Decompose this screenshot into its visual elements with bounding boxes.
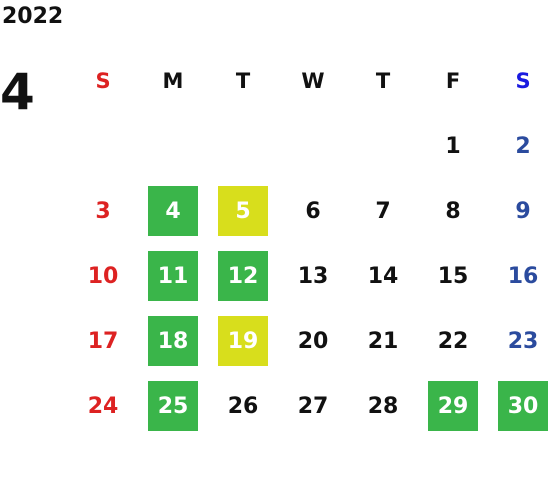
day-number: 1 xyxy=(445,133,461,159)
day-cell: 5 xyxy=(208,186,278,236)
day-cell: 1 xyxy=(418,122,488,170)
day-number xyxy=(218,121,268,171)
day-cell: 20 xyxy=(278,317,348,365)
day-number: 15 xyxy=(437,263,469,289)
weekday-header-mon: M xyxy=(162,69,184,93)
day-cell: 6 xyxy=(278,187,348,235)
day-number: 6 xyxy=(305,198,321,224)
day-number xyxy=(288,121,338,171)
day-cell: 15 xyxy=(418,252,488,300)
weekday-header-thu: T xyxy=(375,69,391,93)
day-number: 27 xyxy=(297,393,329,419)
day-cell: 11 xyxy=(138,251,208,301)
day-number: 20 xyxy=(297,328,329,354)
day-number: 8 xyxy=(445,198,461,224)
day-number: 24 xyxy=(87,393,119,419)
day-cell: 10 xyxy=(68,252,138,300)
day-number: 7 xyxy=(375,198,391,224)
day-cell: 8 xyxy=(418,187,488,235)
day-number: 2 xyxy=(515,133,531,159)
day-number-highlighted-yellow: 5 xyxy=(218,186,268,236)
day-cell xyxy=(68,122,138,170)
day-number-highlighted-green: 12 xyxy=(218,251,268,301)
weekday-header-tue: T xyxy=(235,69,251,93)
day-cell: 2 xyxy=(488,122,548,170)
day-cell: 3 xyxy=(68,187,138,235)
day-number xyxy=(148,121,198,171)
day-number-highlighted-yellow: 19 xyxy=(218,316,268,366)
day-number: 17 xyxy=(87,328,119,354)
day-cell: 24 xyxy=(68,382,138,430)
day-number xyxy=(358,121,408,171)
day-cell xyxy=(208,122,278,170)
day-cell: 21 xyxy=(348,317,418,365)
day-number-highlighted-green: 25 xyxy=(148,381,198,431)
day-cell: 22 xyxy=(418,317,488,365)
calendar-grid: S M T W T F S 1 2 3 4 5 6 7 8 9 10 11 12… xyxy=(68,57,548,431)
day-cell: 18 xyxy=(138,316,208,366)
day-number: 21 xyxy=(367,328,399,354)
day-cell: 16 xyxy=(488,252,548,300)
day-number: 16 xyxy=(507,263,539,289)
day-cell: 12 xyxy=(208,251,278,301)
weekday-header-sun: S xyxy=(95,69,111,93)
day-number: 3 xyxy=(95,198,111,224)
day-cell: 29 xyxy=(418,381,488,431)
day-cell: 23 xyxy=(488,317,548,365)
day-cell: 19 xyxy=(208,316,278,366)
day-cell: 28 xyxy=(348,382,418,430)
day-cell: 14 xyxy=(348,252,418,300)
day-number-highlighted-green: 30 xyxy=(498,381,548,431)
day-number: 28 xyxy=(367,393,399,419)
day-cell: 30 xyxy=(488,381,548,431)
day-cell: 27 xyxy=(278,382,348,430)
day-cell: 7 xyxy=(348,187,418,235)
day-number: 13 xyxy=(297,263,329,289)
weekday-header-wed: W xyxy=(301,69,325,93)
weekday-header-sat: S xyxy=(515,69,531,93)
day-cell xyxy=(278,122,348,170)
day-cell: 13 xyxy=(278,252,348,300)
day-cell: 17 xyxy=(68,317,138,365)
day-number: 22 xyxy=(437,328,469,354)
day-number-highlighted-green: 18 xyxy=(148,316,198,366)
day-cell xyxy=(138,122,208,170)
day-number: 23 xyxy=(507,328,539,354)
day-cell: 26 xyxy=(208,382,278,430)
month-label: 4 xyxy=(0,63,35,121)
day-number: 9 xyxy=(515,198,531,224)
day-cell xyxy=(348,122,418,170)
day-number xyxy=(78,121,128,171)
day-number-highlighted-green: 4 xyxy=(148,186,198,236)
day-number-highlighted-green: 29 xyxy=(428,381,478,431)
day-cell: 4 xyxy=(138,186,208,236)
weekday-header-fri: F xyxy=(445,69,461,93)
day-number: 10 xyxy=(87,263,119,289)
day-cell: 25 xyxy=(138,381,208,431)
day-number: 14 xyxy=(367,263,399,289)
day-cell: 9 xyxy=(488,187,548,235)
day-number-highlighted-green: 11 xyxy=(148,251,198,301)
day-number: 26 xyxy=(227,393,259,419)
year-label: 2022 xyxy=(2,4,64,29)
